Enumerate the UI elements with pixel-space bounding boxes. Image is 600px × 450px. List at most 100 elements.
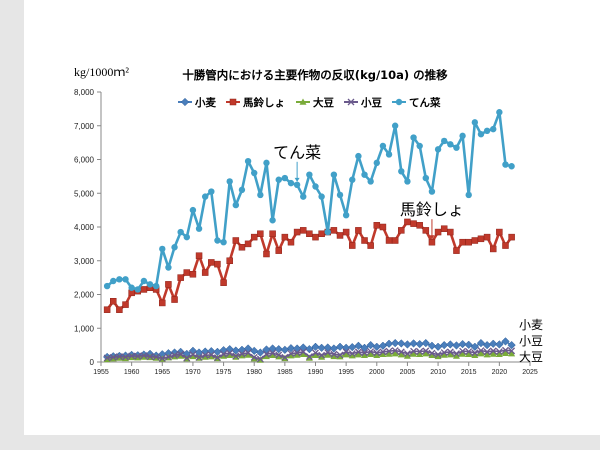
- x-tick-label: 1970: [185, 369, 201, 376]
- data-point: [354, 341, 363, 350]
- end-label: 小麦: [519, 318, 543, 332]
- data-point: [409, 339, 418, 348]
- legend-item: 大豆: [296, 96, 334, 109]
- data-point: [361, 171, 368, 178]
- data-point: [471, 349, 479, 357]
- data-point: [293, 351, 301, 358]
- series-馬鈴しょ: [103, 218, 515, 313]
- data-point: [274, 345, 283, 354]
- data-point: [305, 353, 313, 361]
- x-tick-label: 1960: [124, 369, 140, 376]
- legend-marker: [180, 97, 190, 107]
- data-point: [330, 227, 338, 234]
- data-point: [440, 351, 448, 358]
- data-point: [502, 346, 509, 354]
- data-point: [465, 348, 473, 355]
- data-point: [256, 348, 265, 357]
- data-point: [459, 350, 467, 357]
- data-point: [410, 350, 418, 357]
- data-point: [164, 353, 172, 361]
- data-point: [275, 247, 282, 254]
- data-point: [372, 342, 381, 351]
- data-point: [447, 228, 454, 236]
- data-point: [220, 352, 228, 359]
- x-tick-label: 1985: [277, 369, 293, 376]
- data-point: [122, 353, 129, 361]
- data-point: [367, 350, 375, 358]
- data-point: [348, 350, 356, 358]
- data-point: [281, 174, 289, 182]
- y-tick-label: 0: [90, 358, 95, 367]
- series-てん菜: [103, 109, 515, 293]
- data-point: [115, 353, 123, 361]
- x-tick-label: 2010: [430, 369, 446, 376]
- data-point: [508, 163, 515, 170]
- data-point: [177, 274, 184, 281]
- data-point: [501, 349, 509, 357]
- y-tick-label: 7,000: [74, 122, 95, 131]
- data-point: [452, 341, 461, 350]
- data-point: [299, 350, 307, 358]
- annotation-label: てん菜: [273, 143, 321, 162]
- data-point: [349, 242, 356, 249]
- data-point: [490, 125, 497, 133]
- data-point: [152, 353, 160, 361]
- x-tick-label: 1965: [154, 369, 170, 376]
- data-point: [323, 343, 332, 352]
- data-point: [275, 353, 283, 360]
- data-point: [317, 343, 326, 352]
- data-point: [158, 354, 166, 362]
- data-point: [146, 281, 154, 288]
- data-point: [232, 237, 240, 244]
- data-point: [348, 342, 357, 352]
- data-point: [306, 230, 313, 237]
- data-point: [391, 122, 399, 129]
- data-point: [220, 350, 228, 358]
- data-point: [471, 351, 479, 359]
- data-point: [238, 186, 246, 194]
- annotation-arrowhead: [294, 177, 300, 182]
- x-tick-label: 1995: [338, 369, 354, 376]
- data-point: [477, 130, 485, 138]
- data-point: [177, 350, 185, 358]
- data-point: [373, 349, 381, 357]
- data-point: [312, 351, 319, 359]
- data-point: [287, 352, 295, 359]
- data-point: [232, 201, 240, 209]
- data-point: [459, 132, 466, 140]
- data-point: [116, 276, 123, 283]
- data-point: [367, 242, 374, 249]
- data-point: [293, 181, 301, 189]
- data-point: [122, 301, 129, 308]
- data-point: [464, 340, 473, 349]
- data-point: [213, 354, 221, 362]
- data-point: [495, 340, 504, 349]
- x-tick-label: 1975: [216, 369, 232, 376]
- data-point: [342, 211, 350, 219]
- data-point: [324, 349, 332, 357]
- data-point: [189, 206, 197, 214]
- data-point: [171, 351, 179, 359]
- data-point: [404, 178, 411, 185]
- data-point: [122, 276, 129, 283]
- data-point: [287, 179, 295, 187]
- data-point: [385, 151, 393, 158]
- data-point: [483, 233, 491, 241]
- y-tick-label: 8,000: [74, 88, 95, 97]
- x-tick-label: 2000: [369, 369, 385, 376]
- data-point: [312, 233, 319, 241]
- data-point: [275, 351, 283, 359]
- data-point: [434, 146, 442, 153]
- data-point: [299, 227, 307, 234]
- data-point: [305, 345, 314, 354]
- data-point: [433, 342, 443, 351]
- x-tick-label: 1955: [93, 369, 109, 376]
- data-point: [116, 306, 123, 313]
- legend-marker: [395, 98, 403, 106]
- data-point: [508, 350, 516, 357]
- data-point: [208, 259, 215, 266]
- legend-label: 小豆: [360, 96, 382, 109]
- data-point: [238, 352, 246, 359]
- y-tick-label: 4,000: [74, 223, 95, 232]
